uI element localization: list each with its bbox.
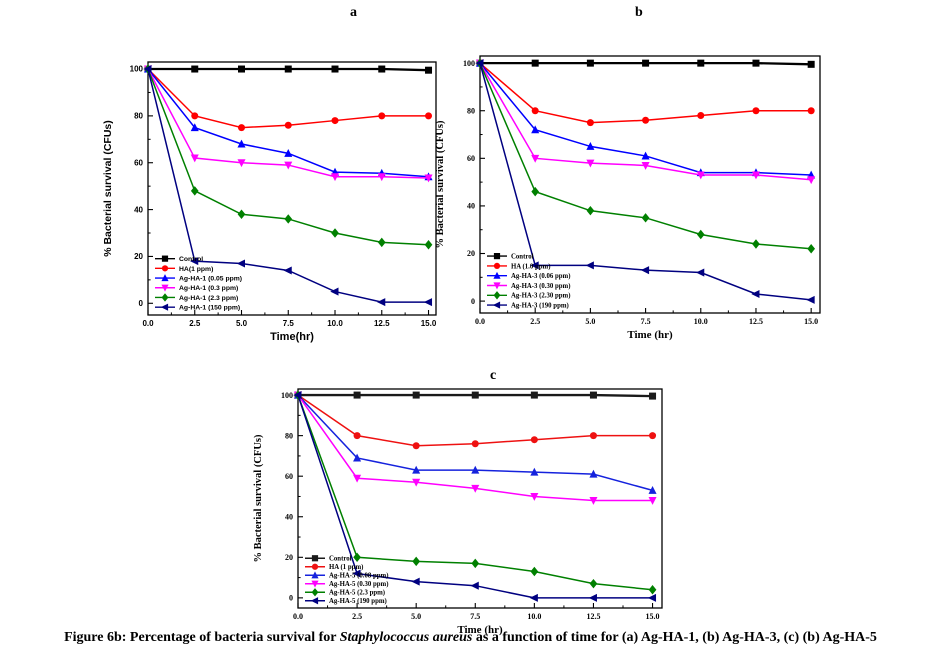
chart-c-svg: 0 20 40 60 80 100 0.0 2.5 5.0 7.5 10.0 12.5 15.0 Time…	[253, 388, 663, 636]
svg-text:12.5: 12.5	[374, 319, 390, 328]
svg-text:20: 20	[134, 252, 143, 261]
axes: 0 20 40 60 80 100 0.0 2.5 5.0 7.5 10.0 12.5 15.0 Time…	[435, 55, 821, 341]
svg-text:7.5: 7.5	[641, 317, 651, 326]
panel-label-a: a	[350, 5, 357, 20]
svg-text:100: 100	[463, 59, 475, 68]
axes: 0 20 40 60 80 100 0.0 2.5 5.0 7.5 10.0 12.5 15.0 Time…	[253, 388, 663, 636]
svg-text:2.5: 2.5	[352, 612, 362, 621]
svg-text:40: 40	[467, 202, 475, 211]
svg-text:Ag-HA-1 (150 ppm): Ag-HA-1 (150 ppm)	[179, 305, 240, 312]
svg-text:80: 80	[134, 112, 143, 121]
svg-text:Time (hr): Time (hr)	[627, 329, 673, 341]
svg-text:10.0: 10.0	[327, 319, 343, 328]
svg-text:15.0: 15.0	[646, 612, 660, 621]
svg-text:5.0: 5.0	[585, 317, 595, 326]
svg-text:Ag-HA-5 (0.30 ppm): Ag-HA-5 (0.30 ppm)	[329, 581, 388, 588]
svg-text:60: 60	[467, 154, 475, 163]
svg-text:Ag-HA-3 (2.30 ppm): Ag-HA-3 (2.30 ppm)	[511, 293, 570, 300]
panel-label-b: b	[635, 5, 643, 20]
svg-text:100: 100	[130, 65, 144, 74]
series-control	[144, 65, 433, 74]
svg-text:Control: Control	[511, 254, 534, 261]
svg-text:Ag-HA-3 (0.06 ppm): Ag-HA-3 (0.06 ppm)	[511, 273, 570, 280]
legend: Control HA (1.0 ppm) Ag-HA-3 (0.06 ppm) Ag-…	[487, 253, 570, 310]
svg-text:40: 40	[285, 512, 293, 521]
svg-text:2.5: 2.5	[189, 319, 201, 328]
svg-text:60: 60	[285, 472, 293, 481]
svg-text:0.0: 0.0	[293, 612, 303, 621]
svg-text:5.0: 5.0	[236, 319, 248, 328]
svg-text:0: 0	[139, 299, 144, 308]
chart-b-svg: 0 20 40 60 80 100 0.0 2.5 5.0 7.5 10.0 12.5 15.0 Time…	[435, 55, 821, 341]
svg-text:Ag-HA-1 (0.3 ppm): Ag-HA-1 (0.3 ppm)	[179, 285, 238, 292]
svg-text:15.0: 15.0	[804, 317, 818, 326]
series-ag-ha-1-2-3-ppm-	[144, 64, 433, 250]
svg-text:Ag-HA-1 (2.3 ppm): Ag-HA-1 (2.3 ppm)	[179, 295, 238, 302]
svg-text:Ag-HA-5 (2.3 ppm): Ag-HA-5 (2.3 ppm)	[329, 590, 385, 597]
svg-text:% Bacterial survival (CFUs): % Bacterial survival (CFUs)	[435, 120, 446, 249]
series-ha-1-0-ppm-	[476, 59, 815, 127]
svg-text:7.5: 7.5	[470, 612, 480, 621]
svg-text:0: 0	[471, 297, 475, 306]
legend: Control HA(1 ppm) Ag-HA-1 (0.05 ppm) Ag-HA-…	[155, 255, 242, 312]
svg-text:HA (1.0 ppm): HA (1.0 ppm)	[511, 263, 550, 270]
svg-text:80: 80	[285, 431, 293, 440]
svg-text:7.5: 7.5	[283, 319, 295, 328]
svg-text:60: 60	[134, 158, 143, 167]
series-control	[476, 59, 815, 68]
svg-text:40: 40	[134, 205, 143, 214]
svg-text:100: 100	[281, 391, 293, 400]
series-ha-1-ppm-	[144, 65, 433, 132]
svg-text:2.5: 2.5	[530, 317, 540, 326]
svg-text:20: 20	[467, 249, 475, 258]
chart-panel-c: 0 20 40 60 80 100 0.0 2.5 5.0 7.5 10.0 12.5 15.0 Time…	[246, 374, 674, 644]
chart-panel-a: 0 20 40 60 80 100 0.0 2.5 5.0 7.5 10.0 12.5 15.0 Time…	[96, 47, 448, 351]
svg-text:Ag-HA-3 (190 ppm): Ag-HA-3 (190 ppm)	[511, 303, 569, 310]
svg-text:% Bacterial survival (CFUs): % Bacterial survival (CFUs)	[253, 434, 264, 563]
svg-text:Time(hr): Time(hr)	[270, 331, 314, 343]
caption-species: Staphylococcus aureus	[339, 630, 473, 645]
svg-text:10.0: 10.0	[527, 612, 541, 621]
svg-text:0.0: 0.0	[142, 319, 154, 328]
svg-text:% Bacterial survival (CFUs): % Bacterial survival (CFUs)	[102, 120, 114, 257]
axes: 0 20 40 60 80 100 0.0 2.5 5.0 7.5 10.0 12.5 15.0 Time…	[102, 61, 437, 343]
series-ag-ha-1-150-ppm-	[143, 65, 433, 307]
chart-a-svg: 0 20 40 60 80 100 0.0 2.5 5.0 7.5 10.0 12.5 15.0 Time…	[102, 61, 437, 343]
svg-text:Ag-HA-1 (0.05 ppm): Ag-HA-1 (0.05 ppm)	[179, 275, 242, 282]
svg-text:5.0: 5.0	[411, 612, 421, 621]
svg-text:Time (hr): Time (hr)	[457, 624, 503, 636]
series-control	[294, 391, 657, 400]
figure-caption: Figure 6b: Percentage of bacteria surviv…	[0, 630, 941, 646]
svg-text:20: 20	[285, 553, 293, 562]
svg-text:12.5: 12.5	[749, 317, 763, 326]
svg-text:HA(1 ppm): HA(1 ppm)	[179, 266, 213, 273]
svg-text:80: 80	[467, 106, 475, 115]
series-ag-ha-3-190-ppm-	[475, 59, 815, 304]
svg-text:Ag-HA-3 (0.30 ppm): Ag-HA-3 (0.30 ppm)	[511, 283, 570, 290]
svg-text:0.0: 0.0	[475, 317, 485, 326]
panel-label-c: c	[490, 368, 497, 383]
svg-text:0: 0	[289, 594, 293, 603]
svg-text:Control: Control	[329, 556, 352, 563]
caption-suffix: as a function of time for (a) Ag-HA-1, (…	[472, 630, 877, 645]
svg-text:Ag-HA-5 (0.08 ppm): Ag-HA-5 (0.08 ppm)	[329, 573, 388, 580]
chart-panel-b: 0 20 40 60 80 100 0.0 2.5 5.0 7.5 10.0 12.5 15.0 Time…	[428, 41, 832, 349]
svg-text:15.0: 15.0	[421, 319, 437, 328]
series-ha-1-ppm-	[294, 391, 657, 450]
svg-text:Ag-HA-5 (190 ppm): Ag-HA-5 (190 ppm)	[329, 598, 387, 605]
svg-text:10.0: 10.0	[694, 317, 708, 326]
svg-text:HA (1 ppm): HA (1 ppm)	[329, 564, 363, 571]
svg-text:12.5: 12.5	[586, 612, 600, 621]
series-ag-ha-5-190-ppm-	[293, 391, 657, 602]
caption-prefix: Figure 6b: Percentage of bacteria surviv…	[64, 630, 340, 645]
svg-text:Control: Control	[179, 256, 203, 263]
